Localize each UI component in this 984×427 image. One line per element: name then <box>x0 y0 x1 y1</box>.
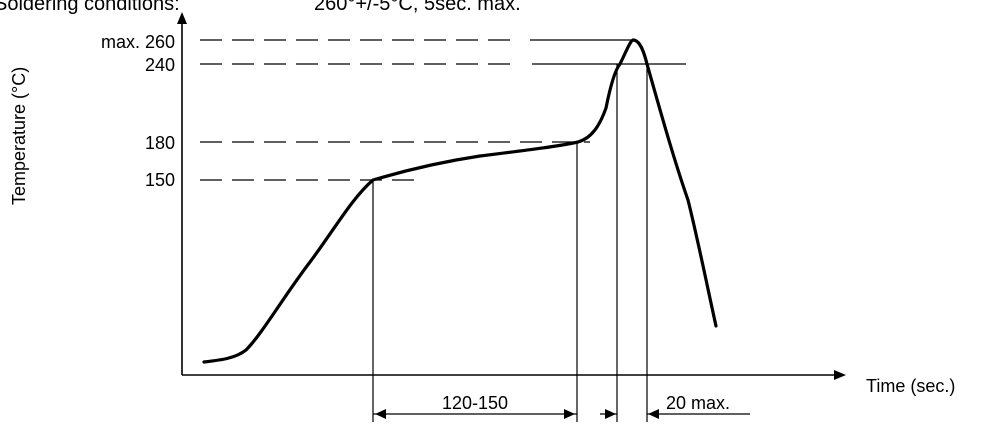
x-axis-arrow <box>834 370 846 380</box>
y-axis-label: Temperature (°C) <box>9 67 29 205</box>
dim-120-150-arrow-left <box>375 409 386 419</box>
y-tick-label-240: 240 <box>145 55 175 75</box>
dim-120-150-label: 120-150 <box>442 393 508 413</box>
y-axis-arrow <box>177 12 187 24</box>
dim-20max-arrow-left <box>605 409 616 419</box>
temperature-profile-line <box>202 38 718 364</box>
y-tick-label-260: max. 260 <box>101 32 175 52</box>
dim-20max-label: 20 max. <box>666 393 730 413</box>
title-left: Soldering conditions: <box>0 0 180 15</box>
y-tick-label-150: 150 <box>145 170 175 190</box>
title-right: 260°+/-5°C, 5sec. max. <box>314 0 521 15</box>
x-axis-label: Time (sec.) <box>866 376 955 396</box>
y-tick-label-180: 180 <box>145 133 175 153</box>
dim-20max-arrow-right <box>648 409 659 419</box>
dim-120-150-arrow-right <box>564 409 575 419</box>
